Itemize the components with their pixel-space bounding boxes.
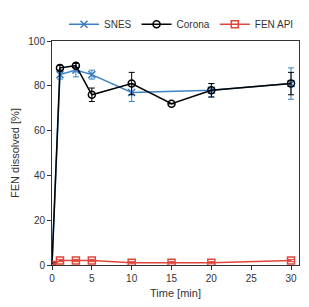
svg-text:10: 10	[126, 273, 138, 284]
svg-text:60: 60	[34, 125, 46, 136]
svg-text:40: 40	[34, 170, 46, 181]
svg-text:100: 100	[28, 36, 45, 47]
svg-text:5: 5	[89, 273, 95, 284]
svg-text:20: 20	[206, 273, 218, 284]
svg-text:Corona: Corona	[177, 19, 210, 30]
svg-text:25: 25	[246, 273, 258, 284]
svg-text:30: 30	[285, 273, 297, 284]
svg-text:0: 0	[39, 260, 45, 271]
svg-text:Time [min]: Time [min]	[150, 287, 201, 299]
svg-text:80: 80	[34, 80, 46, 91]
svg-text:20: 20	[34, 215, 46, 226]
svg-text:FEN dissolved [%]: FEN dissolved [%]	[9, 108, 21, 198]
svg-text:FEN API: FEN API	[255, 19, 293, 30]
svg-text:15: 15	[166, 273, 178, 284]
svg-text:SNES: SNES	[104, 19, 132, 30]
svg-text:0: 0	[49, 273, 55, 284]
